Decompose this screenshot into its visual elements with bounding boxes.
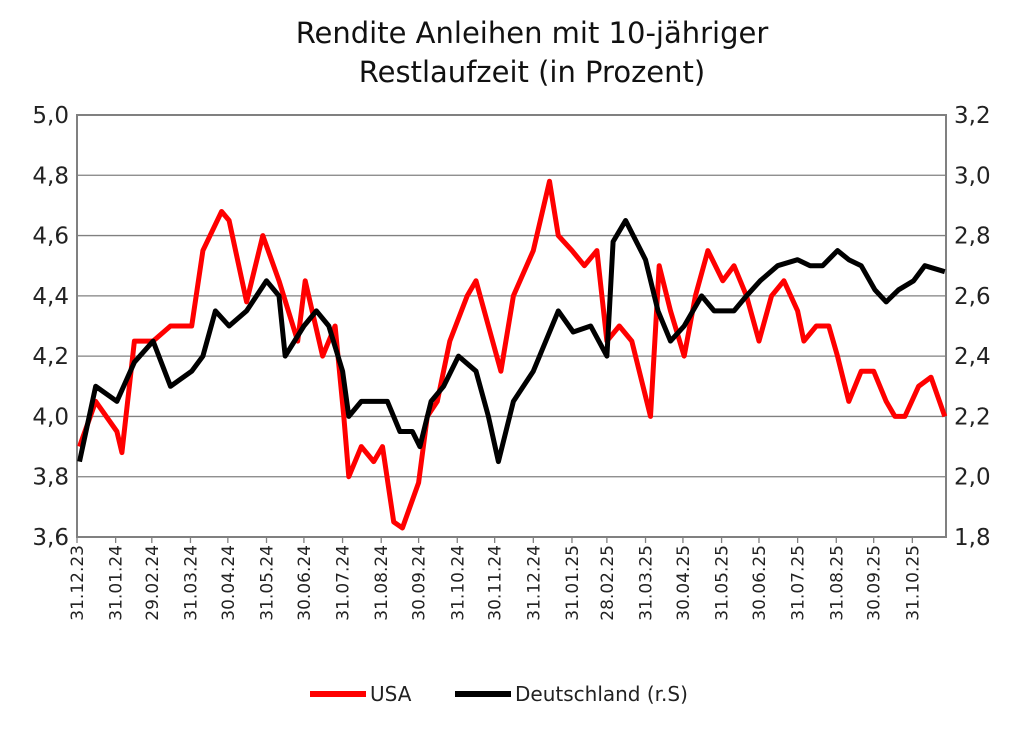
x-tick-label: 29.02.24 [143,545,163,621]
x-tick-label: 30.04.24 [219,545,239,621]
x-tick-label: 30.09.24 [410,545,430,621]
x-tick-label: 31.08.24 [372,545,392,621]
y-right-tick-label: 2,0 [954,465,991,491]
y-right-tick-label: 1,8 [954,525,991,551]
x-tick-label: 28.02.25 [598,545,618,621]
y-right-tick-label: 2,2 [954,404,991,430]
x-tick-label: 30.11.24 [486,545,506,621]
x-tick-label: 31.07.25 [789,545,809,621]
y-right-tick-label: 3,2 [954,103,991,129]
legend: USA Deutschland (r.S) [310,682,688,706]
chart-title-line-1: Rendite Anleihen mit 10-jähriger [296,16,769,50]
x-tick-label: 31.03.25 [637,545,657,621]
x-tick-label: 31.12.23 [68,545,88,621]
plot-area-frame [76,114,947,538]
y-left-tick-label: 4,8 [32,163,69,189]
y-left-tick-label: 5,0 [32,103,69,129]
x-tick-label: 31.03.24 [181,545,201,621]
legend-label-usa: USA [370,682,412,706]
x-tick-label: 30.06.24 [295,545,315,621]
y-left-tick-label: 4,6 [32,224,69,250]
y-left-tick-label: 4,0 [32,404,69,430]
x-tick-label: 30.06.25 [750,545,770,621]
x-tick-label: 31.05.25 [713,545,733,621]
series-line-usa [77,178,948,531]
legend-label-deutschland: Deutschland (r.S) [515,682,688,706]
y-left-tick-label: 4,4 [32,284,69,310]
x-tick-label: 31.07.24 [334,545,354,621]
x-tick-label: 31.10.24 [448,545,468,621]
x-tick-label: 31.01.24 [107,545,127,621]
y-left-tick-label: 3,8 [32,465,69,491]
x-tick-label: 31.08.25 [827,545,847,621]
series-line-deutschland [77,218,946,465]
x-tick-label: 31.05.24 [258,545,278,621]
x-tick-label: 31.12.24 [524,545,544,621]
x-tick-label: 31.10.25 [903,545,923,621]
y-right-tick-label: 3,0 [954,163,991,189]
y-right-tick-label: 2,4 [954,344,991,370]
chart-title-line-2: Restlaufzeit (in Prozent) [359,55,705,89]
x-tick-label: 31.01.25 [563,545,583,621]
y-right-tick-label: 2,6 [954,284,991,310]
x-tick-label: 30.04.25 [674,545,694,621]
y-left-tick-label: 3,6 [32,525,69,551]
y-right-tick-label: 2,8 [954,224,991,250]
y-left-tick-label: 4,2 [32,344,69,370]
x-tick-label: 30.09.25 [865,545,885,621]
